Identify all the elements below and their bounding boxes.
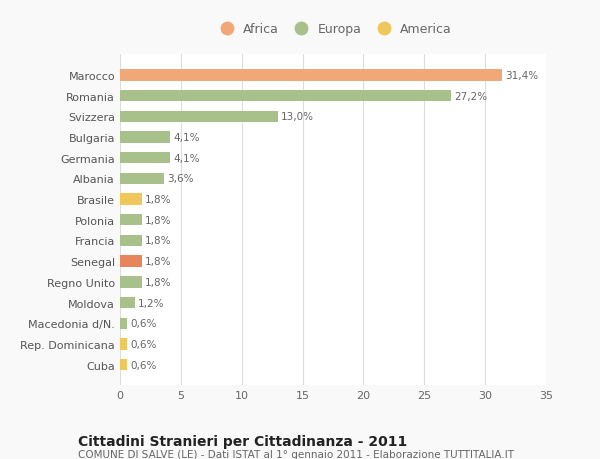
Text: 0,6%: 0,6% — [130, 339, 157, 349]
Bar — [120, 277, 142, 288]
Text: 13,0%: 13,0% — [281, 112, 314, 122]
Text: 4,1%: 4,1% — [173, 153, 199, 163]
Bar — [120, 235, 142, 246]
Bar — [120, 215, 142, 226]
Bar — [120, 318, 127, 329]
Text: Cittadini Stranieri per Cittadinanza - 2011: Cittadini Stranieri per Cittadinanza - 2… — [78, 434, 407, 448]
Legend: Africa, Europa, America: Africa, Europa, America — [209, 18, 457, 41]
Bar — [120, 174, 164, 185]
Text: 31,4%: 31,4% — [505, 71, 538, 81]
Bar — [120, 70, 502, 81]
Text: 1,8%: 1,8% — [145, 257, 172, 267]
Bar — [120, 339, 127, 350]
Text: 1,8%: 1,8% — [145, 236, 172, 246]
Text: 0,6%: 0,6% — [130, 360, 157, 370]
Bar — [120, 194, 142, 205]
Bar — [120, 91, 451, 102]
Bar — [120, 359, 127, 370]
Bar — [120, 297, 134, 308]
Text: 27,2%: 27,2% — [454, 91, 487, 101]
Text: 1,8%: 1,8% — [145, 195, 172, 205]
Bar — [120, 256, 142, 267]
Text: 1,2%: 1,2% — [137, 298, 164, 308]
Text: 4,1%: 4,1% — [173, 133, 199, 143]
Text: COMUNE DI SALVE (LE) - Dati ISTAT al 1° gennaio 2011 - Elaborazione TUTTITALIA.I: COMUNE DI SALVE (LE) - Dati ISTAT al 1° … — [78, 449, 514, 459]
Text: 0,6%: 0,6% — [130, 319, 157, 329]
Bar — [120, 112, 278, 123]
Text: 1,8%: 1,8% — [145, 277, 172, 287]
Text: 1,8%: 1,8% — [145, 215, 172, 225]
Bar — [120, 153, 170, 164]
Bar — [120, 132, 170, 143]
Text: 3,6%: 3,6% — [167, 174, 193, 184]
